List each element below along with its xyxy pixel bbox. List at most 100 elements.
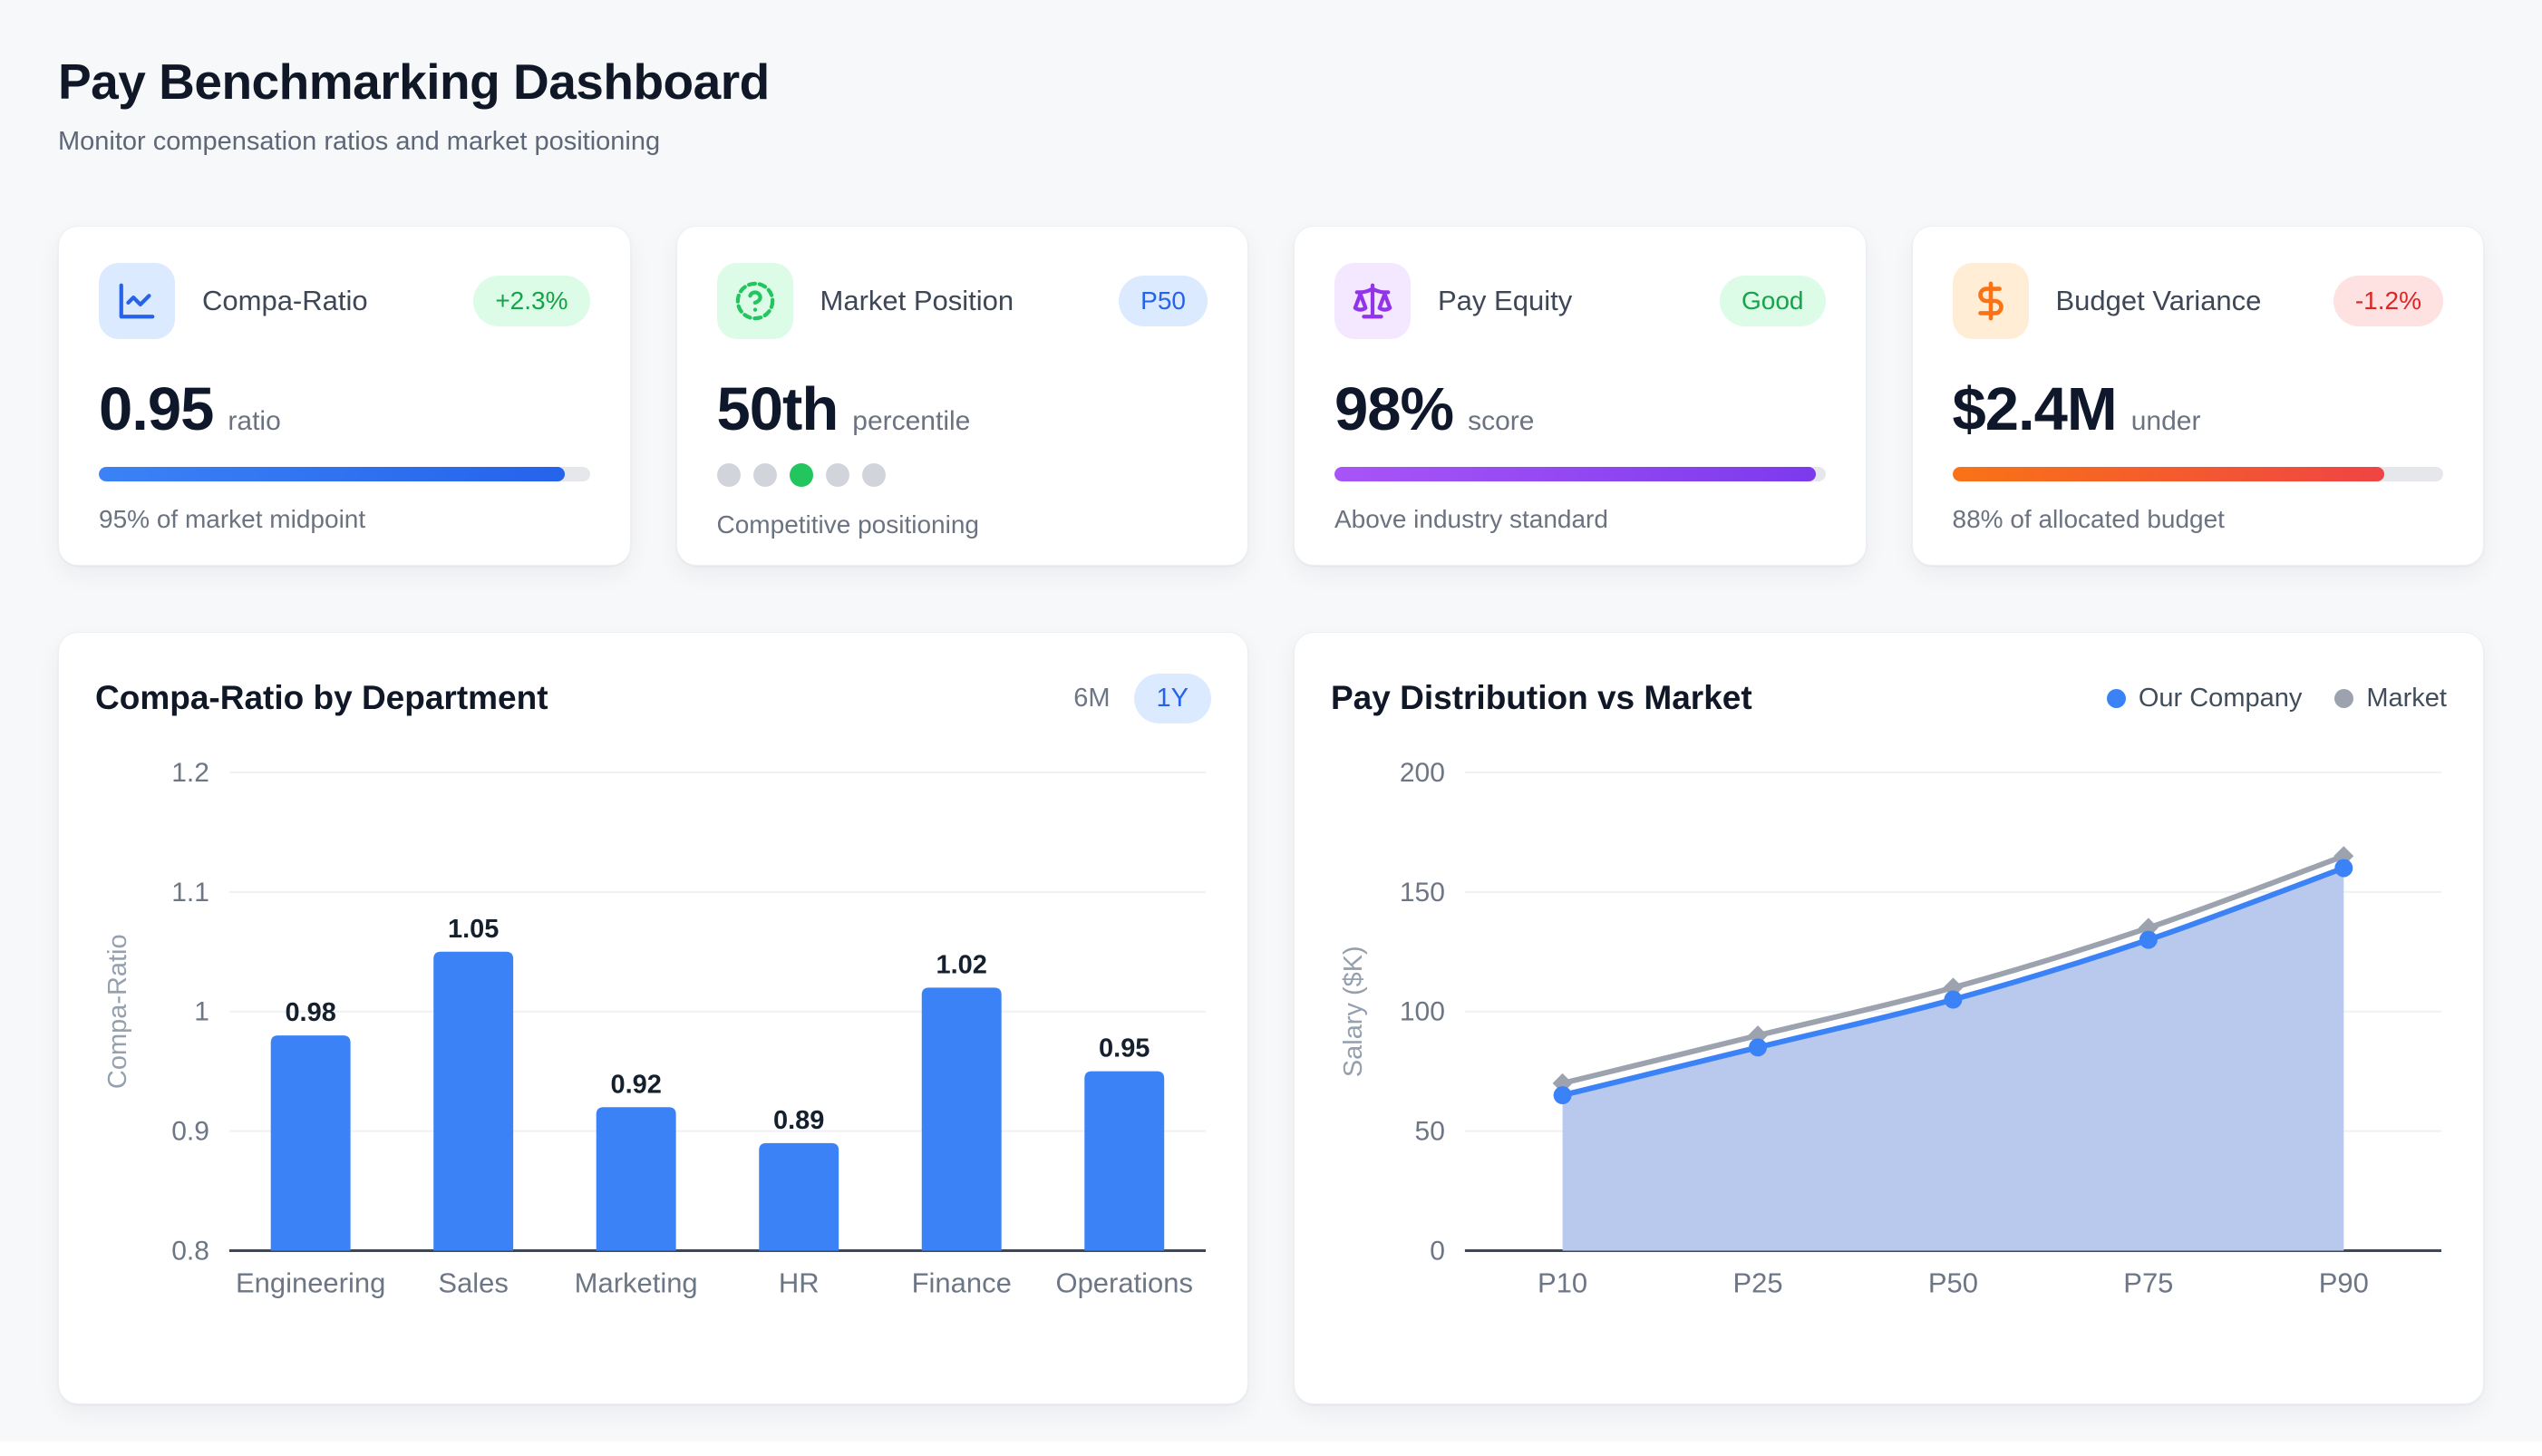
y-tick-label: 1.2 [171, 758, 209, 788]
point-our-company-P10[interactable] [1553, 1086, 1572, 1105]
kpi-caption: 95% of market midpoint [99, 505, 366, 533]
progress-bar-fill [1952, 467, 2385, 481]
y-tick-label: 50 [1415, 1117, 1445, 1147]
chart-legend: Our Company Market [2106, 683, 2447, 713]
percentile-dot [861, 463, 886, 487]
legend-dot-our-company [2106, 688, 2126, 708]
point-our-company-P90[interactable] [2334, 859, 2353, 878]
bar-Marketing[interactable] [596, 1107, 676, 1251]
progress-bar [1952, 467, 2443, 481]
legend-dot-market [2334, 688, 2354, 708]
line-chart-svg: 0 50 100 150 200 Salary ($K) P10 P25 P50 P75 P90 [1339, 758, 2441, 1298]
page-subtitle: Monitor compensation ratios and market p… [58, 127, 661, 156]
kpi-grid: Compa-Ratio +2.3% 0.95 ratio 95% of mark… [58, 226, 2484, 566]
kpi-caption: 88% of allocated budget [1952, 505, 2225, 533]
area-fill-our-company [1562, 868, 2344, 1251]
y-tick-label: 1.1 [171, 878, 209, 908]
chart-header: Pay Distribution vs Market Our Company M… [1331, 673, 2447, 723]
progress-bar [1334, 467, 1826, 481]
x-tick-label: Engineering [236, 1267, 385, 1298]
kpi-value: 0.95 [99, 375, 214, 443]
kpi-caption: Competitive positioning [716, 510, 980, 539]
legend-item-market: Market [2334, 684, 2447, 713]
status-badge: +2.3% [473, 276, 590, 326]
footer-strip [0, 1441, 2542, 1456]
x-tick-label: P50 [1928, 1267, 1978, 1298]
bar-value-label: 0.89 [773, 1106, 824, 1135]
kpi-caption: Above industry standard [1334, 505, 1608, 533]
x-tick-label: P25 [1732, 1267, 1782, 1298]
kpi-unit: score [1468, 406, 1535, 436]
pay-distribution-chart-card: Pay Distribution vs Market Our Company M… [1294, 632, 2484, 1404]
x-tick-label: P75 [2123, 1267, 2173, 1298]
kpi-value-row: 0.95 ratio [99, 379, 590, 440]
y-tick-label: 0 [1430, 1237, 1445, 1267]
percentile-dots [716, 463, 1208, 487]
kpi-title: Market Position [820, 285, 1014, 316]
kpi-unit: percentile [852, 406, 971, 436]
kpi-card-header: Compa-Ratio +2.3% [99, 263, 590, 339]
legend-label: Our Company [2138, 683, 2303, 713]
toggle-6m-button[interactable]: 6M [1057, 675, 1126, 723]
kpi-card-compa-ratio: Compa-Ratio +2.3% 0.95 ratio 95% of mark… [58, 226, 631, 566]
bar-value-label: 0.98 [285, 998, 335, 1027]
x-tick-label: Sales [438, 1267, 508, 1298]
bar-value-label: 0.92 [610, 1070, 661, 1099]
y-tick-label: 1 [194, 997, 209, 1027]
y-tick-label: 200 [1400, 758, 1445, 788]
point-our-company-P50[interactable] [1944, 990, 1963, 1009]
x-tick-label: P10 [1538, 1267, 1587, 1298]
kpi-value: 98% [1334, 375, 1454, 443]
point-our-company-P75[interactable] [2139, 930, 2158, 949]
percentile-dot [789, 463, 813, 487]
x-tick-label: Operations [1055, 1267, 1193, 1298]
y-axis-title: Salary ($K) [1339, 946, 1368, 1077]
status-badge: Good [1720, 276, 1826, 326]
kpi-title: Budget Variance [2055, 285, 2262, 316]
legend-item-our-company: Our Company [2106, 683, 2303, 713]
time-range-toggle: 6M 1Y [1057, 673, 1211, 723]
bar-Finance[interactable] [921, 987, 1002, 1251]
kpi-value: 50th [716, 375, 839, 443]
kpi-value-row: $2.4M under [1953, 379, 2444, 440]
kpi-card-market-position: Market Position P50 50th percentile Comp… [675, 226, 1248, 566]
kpi-card-header: Pay Equity Good [1334, 263, 1826, 339]
bar-value-label: 1.02 [936, 950, 987, 979]
point-our-company-P25[interactable] [1749, 1038, 1768, 1057]
y-tick-label: 100 [1400, 997, 1445, 1027]
kpi-value-row: 98% score [1334, 379, 1826, 440]
x-tick-label: HR [779, 1267, 820, 1298]
legend-label: Market [2366, 683, 2447, 713]
percentile-dot [825, 463, 849, 487]
kpi-card-pay-equity: Pay Equity Good 98% score Above industry… [1294, 226, 1867, 566]
dollar-icon [1952, 263, 2029, 339]
chart-title: Pay Distribution vs Market [1331, 679, 1752, 716]
y-tick-label: 150 [1400, 878, 1445, 908]
bar-Engineering[interactable] [270, 1035, 351, 1251]
status-badge: P50 [1119, 276, 1208, 326]
percentile-dot [752, 463, 777, 487]
y-tick-label: 0.8 [171, 1237, 209, 1267]
progress-bar-fill [99, 467, 566, 481]
y-tick-label: 0.9 [171, 1117, 209, 1147]
circle-question-icon [716, 263, 793, 339]
kpi-value-row: 50th percentile [717, 379, 1208, 440]
kpi-card-header: Market Position P50 [716, 263, 1208, 339]
scale-icon [1334, 263, 1411, 339]
bar-HR[interactable] [759, 1142, 839, 1251]
progress-bar [99, 467, 590, 481]
progress-bar-fill [1334, 467, 1816, 481]
kpi-unit: under [2130, 406, 2201, 436]
chart-title: Compa-Ratio by Department [95, 679, 548, 716]
bar-Sales[interactable] [433, 951, 514, 1251]
bar-Operations[interactable] [1084, 1071, 1165, 1251]
kpi-title: Pay Equity [1438, 285, 1573, 316]
kpi-card-header: Budget Variance -1.2% [1952, 263, 2443, 339]
kpi-value: $2.4M [1952, 375, 2118, 443]
toggle-1y-button[interactable]: 1Y [1133, 673, 1211, 723]
bar-value-label: 1.05 [448, 915, 499, 944]
bar-chart-svg: 0.8 0.9 1 1.1 1.2 Compa-Ratio 0.98 Engineering 1… [103, 758, 1206, 1298]
kpi-card-budget-variance: Budget Variance -1.2% $2.4M under 88% of… [1911, 226, 2484, 566]
page-title: Pay Benchmarking Dashboard [58, 53, 770, 110]
